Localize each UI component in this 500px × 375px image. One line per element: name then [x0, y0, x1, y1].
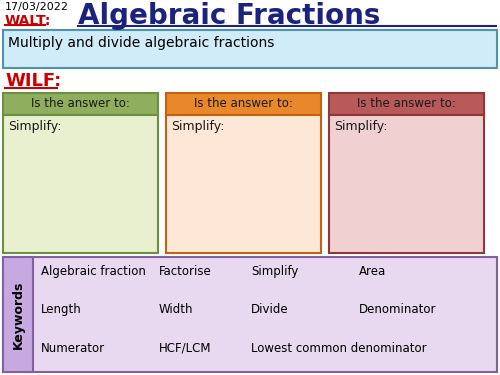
- Text: Algebraic Fractions: Algebraic Fractions: [78, 2, 380, 30]
- Text: Simplify:: Simplify:: [171, 120, 224, 133]
- Text: Is the answer to:: Is the answer to:: [31, 97, 130, 110]
- Text: Keywords: Keywords: [12, 280, 24, 349]
- Text: WALT:: WALT:: [5, 14, 52, 28]
- Text: Width: Width: [159, 303, 194, 316]
- Text: Length: Length: [41, 303, 82, 316]
- Text: Numerator: Numerator: [41, 342, 105, 355]
- Text: Denominator: Denominator: [359, 303, 436, 316]
- Bar: [3, 257, 497, 372]
- Bar: [166, 93, 321, 115]
- Text: Area: Area: [359, 265, 386, 278]
- Bar: [329, 115, 484, 253]
- Bar: [166, 115, 321, 253]
- Bar: [3, 93, 158, 115]
- Text: Simplify: Simplify: [251, 265, 298, 278]
- Text: Lowest common denominator: Lowest common denominator: [251, 342, 426, 355]
- Text: HCF/LCM: HCF/LCM: [159, 342, 212, 355]
- Text: Simplify:: Simplify:: [8, 120, 62, 133]
- Text: Simplify:: Simplify:: [334, 120, 388, 133]
- Text: Factorise: Factorise: [159, 265, 212, 278]
- Text: Algebraic fraction: Algebraic fraction: [41, 265, 146, 278]
- Bar: [329, 93, 484, 115]
- Text: Divide: Divide: [251, 303, 288, 316]
- Text: Is the answer to:: Is the answer to:: [194, 97, 293, 110]
- Text: 17/03/2022: 17/03/2022: [5, 2, 69, 12]
- Text: WILF:: WILF:: [5, 72, 61, 90]
- Text: Multiply and divide algebraic fractions: Multiply and divide algebraic fractions: [8, 36, 274, 50]
- Bar: [3, 30, 497, 68]
- Bar: [3, 115, 158, 253]
- Bar: [3, 257, 33, 372]
- Text: Is the answer to:: Is the answer to:: [357, 97, 456, 110]
